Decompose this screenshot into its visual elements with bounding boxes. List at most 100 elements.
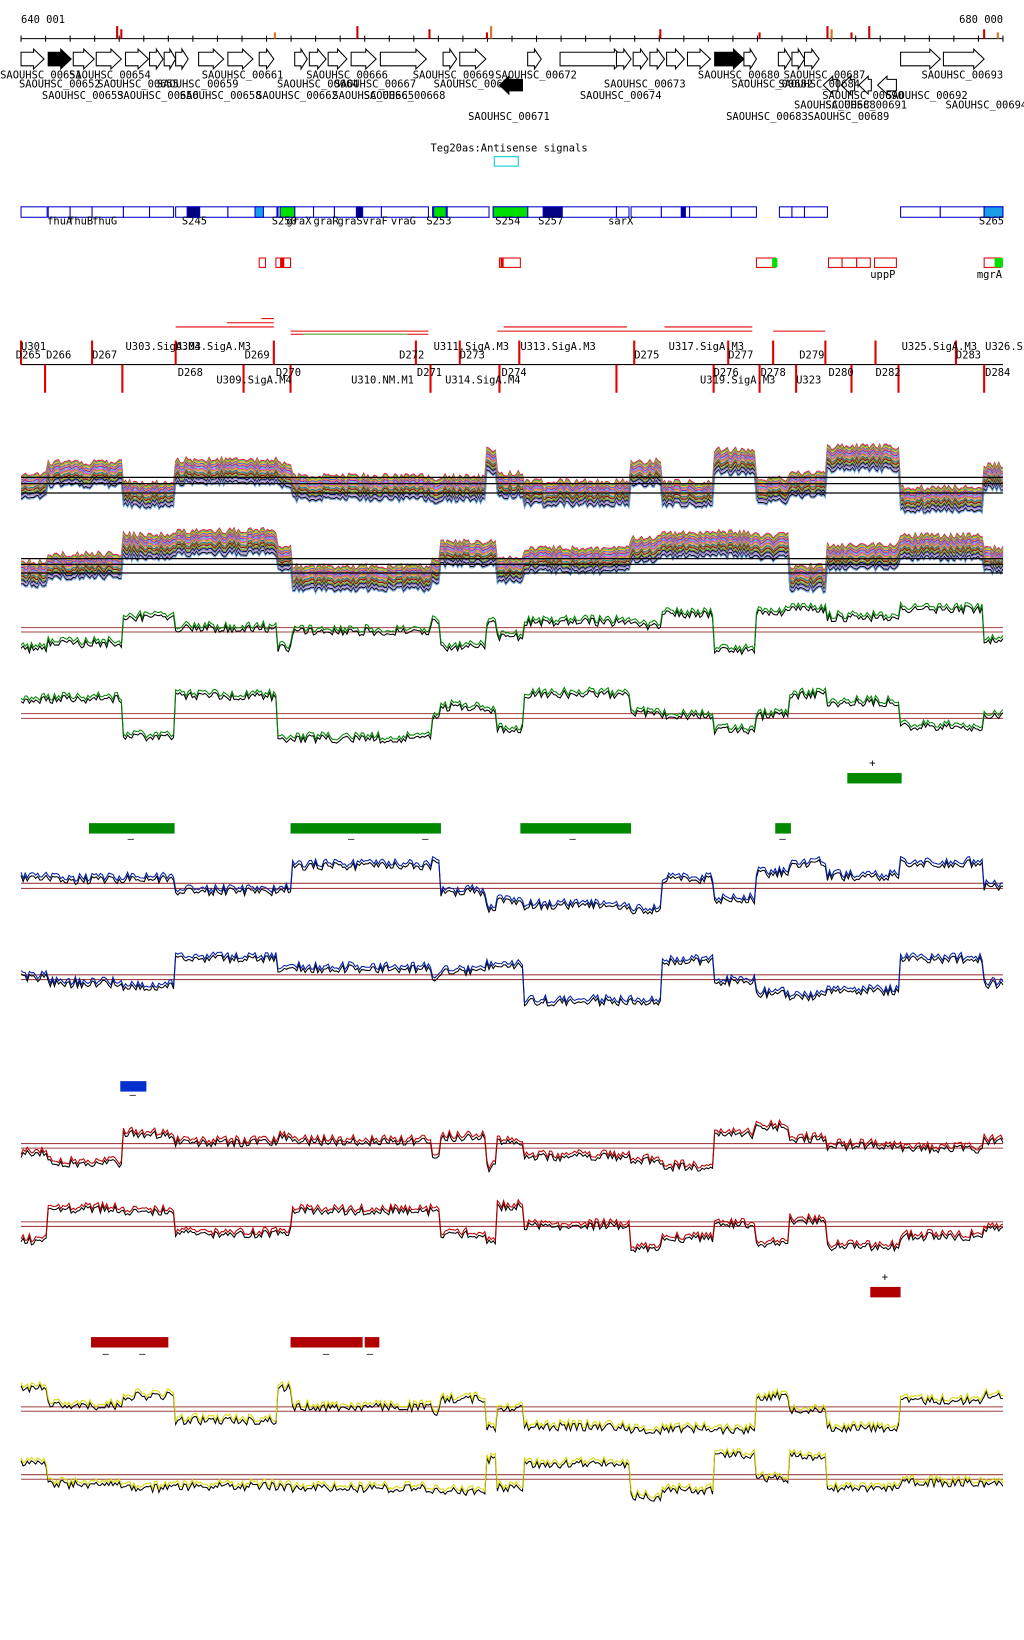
signal-trace — [21, 536, 1004, 581]
rna-box — [803, 206, 828, 218]
rna-label: S257 — [538, 216, 563, 228]
box-mark — [994, 258, 1003, 268]
gene-label: SAOUHSC_00669 — [413, 69, 495, 81]
gene-label: SAOUHSC_00651 — [0, 69, 82, 81]
promoter-label: U317.SigA.M3 — [669, 341, 744, 353]
gene-arrow — [442, 47, 458, 71]
gene-label: SAOUHSC_00664 — [277, 79, 359, 91]
signal-trace — [21, 531, 1004, 576]
promoter-label: D284 — [985, 367, 1010, 379]
gene-arrow — [900, 47, 942, 71]
strand-bar — [364, 1337, 380, 1348]
red-box — [498, 257, 521, 268]
strand-mark: + — [882, 1272, 888, 1284]
promoter-label: D283 — [956, 349, 981, 361]
signal-trace — [21, 529, 1004, 574]
gene-label: SAOUHSC_00688 — [794, 100, 876, 112]
promoter-label: U323 — [796, 374, 821, 386]
promoter-label: D280 — [829, 367, 854, 379]
gene-arrow — [649, 47, 666, 71]
promoter-label: U319.SigA.M3 — [700, 374, 775, 386]
gene-label: SAOUHSC_00667 — [334, 79, 416, 91]
gene-arrow — [227, 47, 254, 71]
red-box — [258, 257, 266, 268]
signal-trace — [21, 534, 1004, 579]
strand-bar — [290, 823, 441, 834]
gene-arrow — [72, 47, 95, 71]
box-mark — [280, 258, 285, 268]
signal-trace — [20, 954, 1004, 1008]
strand-mark: – — [139, 1348, 146, 1360]
rna-box — [149, 206, 175, 218]
rna-label: fhuA — [47, 216, 73, 228]
promoter-label: D271 — [417, 367, 442, 379]
rna-label: graS — [338, 216, 363, 228]
gene-arrow-reverse — [876, 75, 897, 96]
rna-box — [689, 206, 732, 218]
gene-label: SAOUHSC_00654 — [69, 69, 151, 81]
rna-box — [900, 206, 941, 218]
gene-arrow — [743, 47, 758, 71]
promoter-label: D278 — [761, 367, 786, 379]
gene-arrow-reverse — [840, 75, 856, 96]
rna-box-filled — [680, 206, 686, 218]
gene-label: SAOUHSC_00694 — [946, 100, 1024, 112]
gene-arrow — [20, 47, 45, 71]
promoter-label: U311.SigA.M3 — [434, 341, 509, 353]
gene-label: SAOUHSC_00671 — [468, 111, 550, 123]
signal-trace — [20, 603, 1004, 656]
promoter-label: D269 — [245, 349, 270, 361]
promoter-label: D265 — [16, 349, 41, 361]
gene-label: SAOUHSC_00672 — [495, 69, 577, 81]
strand-mark: – — [128, 833, 135, 845]
gene-arrow — [714, 47, 745, 71]
signal-trace — [20, 600, 1004, 653]
rna-box-filled — [279, 206, 296, 218]
gene-label: SAOUHSC_00689 — [808, 111, 890, 123]
gene-arrow — [47, 47, 72, 71]
gene-arrow — [379, 47, 428, 71]
rna-box-filled — [492, 206, 529, 218]
gene-arrow — [459, 47, 487, 71]
signal-trace — [20, 1201, 1004, 1254]
gene-arrow — [258, 47, 275, 71]
ruler-label: 640 001 — [21, 14, 65, 26]
rna-label: uppP — [870, 269, 895, 281]
strand-bar — [520, 823, 632, 834]
gene-label: SAOUHSC_00655 — [97, 79, 179, 91]
signal-trace — [21, 527, 1004, 573]
gene-arrow — [615, 47, 632, 71]
gene-arrow — [163, 47, 177, 71]
rna-box — [730, 206, 757, 218]
rna-box — [380, 206, 429, 218]
promoter-label: U314.SigA.M4 — [445, 374, 520, 386]
signal-trace — [21, 535, 1004, 580]
rna-label: vraF — [363, 216, 388, 228]
gene-label: SAOUHSC_00659 — [157, 79, 239, 91]
gene-arrow — [632, 47, 649, 71]
gene-label: SAOUHSC_00673 — [604, 79, 686, 91]
rna-box-filled — [433, 206, 447, 218]
red-box — [856, 257, 871, 268]
gene-arrow — [327, 47, 348, 71]
rna-label: S265 — [979, 216, 1004, 228]
rna-box-filled — [983, 206, 1004, 218]
promoter-label: D272 — [399, 349, 424, 361]
signal-trace — [20, 951, 1004, 1005]
signal-trace — [21, 547, 1004, 593]
gene-arrow — [175, 47, 189, 71]
signal-trace — [20, 858, 1004, 915]
gene-label: SAOUHSC_00661 — [202, 69, 284, 81]
gene-arrow-reverse — [822, 75, 839, 96]
signal-trace — [20, 1122, 1004, 1174]
promoter-label: U326.SigA — [985, 341, 1024, 353]
gene-label: SAOUHSC_00652 — [19, 79, 101, 91]
rna-label: graX — [286, 216, 312, 228]
gene-label: SAOUHSC_00687 — [784, 69, 866, 81]
strand-mark: – — [422, 833, 429, 845]
signal-trace — [20, 855, 1004, 912]
rna-box-filled — [186, 206, 201, 218]
promoter-label: D266 — [46, 349, 71, 361]
strand-bar — [870, 1286, 901, 1298]
signal-trace — [21, 549, 1004, 594]
